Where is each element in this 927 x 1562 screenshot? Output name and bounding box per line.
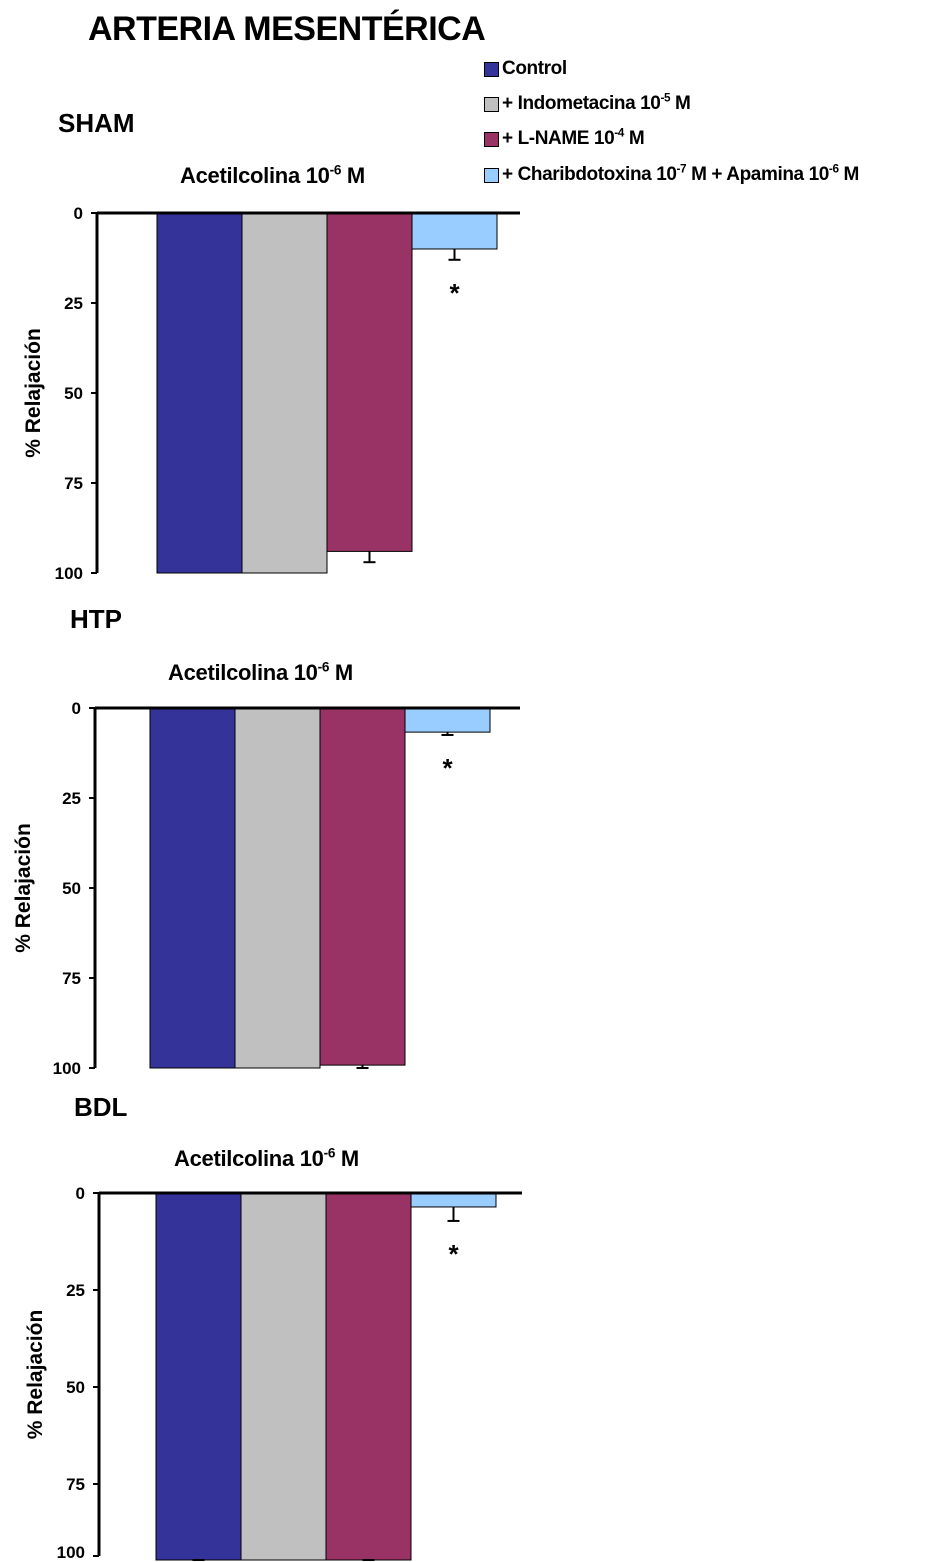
legend-swatch — [484, 131, 499, 147]
y-tick-label: 0 — [74, 204, 83, 223]
y-tick-label: 75 — [62, 969, 81, 988]
y-tick-label: 100 — [53, 1059, 81, 1078]
group-label: BDL — [74, 1092, 128, 1122]
group-label: SHAM — [58, 108, 135, 138]
significance-mark: * — [442, 753, 453, 783]
chart-sham: * 0 25 50 75 100 % Relajación — [22, 204, 520, 583]
y-axis-label: % Relajación — [12, 823, 35, 953]
y-tick-label: 50 — [62, 879, 81, 898]
bar-bdl-1 — [240, 1192, 327, 1561]
bar-sham-1 — [241, 212, 328, 574]
bar-bdl-3 — [410, 1192, 497, 1208]
figure-title: ARTERIA MESENTÉRICA — [88, 10, 486, 48]
y-tick-label: 50 — [64, 384, 83, 403]
y-tick-label: 0 — [76, 1184, 85, 1203]
legend-swatch — [484, 61, 499, 77]
chart-title: Acetilcolina 10-6 M — [180, 162, 365, 188]
y-tick-label: 75 — [66, 1475, 85, 1494]
y-tick-label: 75 — [64, 474, 83, 493]
legend-label: + Charibdotoxina 10-7 M + Apamina 10-6 M — [502, 162, 859, 185]
legend-swatch — [484, 167, 499, 183]
group-label: HTP — [70, 604, 122, 634]
legend-label: Control — [502, 58, 567, 79]
legend-item-indometacina: + Indometacina 10-5 M — [484, 91, 691, 115]
significance-mark: * — [449, 278, 460, 308]
legend-item-control: Control — [484, 58, 567, 80]
legend-swatch — [484, 96, 499, 112]
y-tick-label: 0 — [72, 699, 81, 718]
y-tick-label: 50 — [66, 1378, 85, 1397]
chart-title: Acetilcolina 10-6 M — [168, 659, 353, 685]
y-axis-label: % Relajación — [24, 1310, 47, 1440]
bar-htp-2 — [319, 707, 406, 1066]
chart-htp: * 0 25 50 75 100 % Relajación — [12, 699, 520, 1078]
chart-title: Acetilcolina 10-6 M — [174, 1145, 359, 1171]
bar-htp-0 — [149, 707, 236, 1069]
bar-sham-0 — [156, 212, 243, 574]
legend-label: + Indometacina 10-5 M — [502, 91, 691, 114]
y-axis-label: % Relajación — [22, 328, 45, 458]
legend-item-lname: + L-NAME 10-4 M — [484, 126, 645, 150]
y-tick-label: 25 — [64, 294, 83, 313]
chart-bdl: * 0 25 50 75 100 % Relajación — [24, 1184, 522, 1562]
bar-sham-3 — [411, 212, 498, 250]
legend-label: + L-NAME 10-4 M — [502, 126, 645, 149]
bar-htp-1 — [234, 707, 321, 1069]
y-tick-label: 25 — [62, 789, 81, 808]
bar-bdl-0 — [155, 1192, 242, 1561]
significance-mark: * — [448, 1239, 459, 1269]
y-tick-label: 25 — [66, 1281, 85, 1300]
bar-bdl-2 — [325, 1192, 412, 1561]
y-tick-label: 100 — [57, 1543, 85, 1562]
legend-item-charibdotoxina-apamina: + Charibdotoxina 10-7 M + Apamina 10-6 M — [484, 162, 859, 186]
y-tick-label: 100 — [55, 564, 83, 583]
